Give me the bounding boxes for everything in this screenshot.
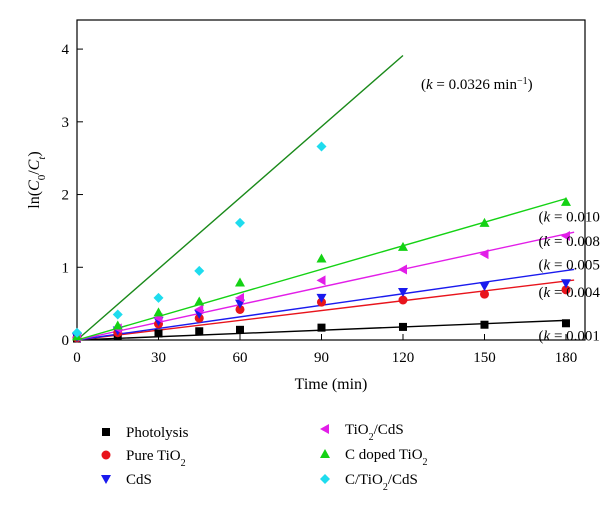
triangle-up-marker bbox=[560, 196, 571, 206]
y-tick-label: 2 bbox=[62, 188, 70, 204]
x-tick-label: 30 bbox=[151, 350, 166, 366]
y-tick-label: 4 bbox=[62, 42, 70, 58]
diamond-marker bbox=[320, 474, 330, 484]
legend-label: C/TiO2/CdS bbox=[345, 472, 418, 493]
rate-label: (k = 0.0081 min−1) bbox=[539, 233, 600, 251]
diamond-marker bbox=[153, 292, 164, 303]
triangle-left-marker bbox=[479, 249, 489, 260]
y-tick-label: 3 bbox=[62, 115, 70, 131]
fit-line bbox=[76, 197, 567, 341]
circle-marker bbox=[398, 295, 408, 305]
rate-label: (k = 0.0015 min−1) bbox=[539, 327, 600, 345]
triangle-left-marker bbox=[234, 292, 244, 303]
diamond-marker bbox=[194, 265, 205, 276]
circle-marker bbox=[561, 285, 571, 295]
triangle-down-marker bbox=[397, 288, 408, 297]
legend-label: Photolysis bbox=[126, 425, 189, 441]
legend-label: TiO2/CdS bbox=[345, 422, 404, 443]
plot-frame bbox=[76, 19, 586, 341]
circle-marker bbox=[235, 304, 245, 314]
triangle-down-marker bbox=[316, 293, 327, 303]
triangle-up-marker bbox=[397, 241, 408, 251]
legend-label: CdS bbox=[126, 472, 152, 488]
diamond-marker bbox=[72, 327, 82, 338]
y-tick-label: 1 bbox=[62, 260, 70, 276]
x-tick-label: 120 bbox=[392, 350, 415, 366]
triangle-up-marker bbox=[320, 449, 330, 458]
x-tick-label: 180 bbox=[555, 350, 578, 366]
triangle-left-marker bbox=[560, 231, 570, 241]
square-marker bbox=[398, 322, 407, 331]
rate-label: (k = 0.0053 min−1) bbox=[539, 256, 600, 274]
triangle-up-marker bbox=[234, 277, 245, 287]
diamond-marker bbox=[234, 217, 245, 228]
triangle-up-marker bbox=[316, 253, 327, 263]
legend: Photolysis Pure TiO2 CdS TiO2/CdS C doped Ti… bbox=[101, 422, 428, 493]
rate-label: (k = 0.0045 min−1) bbox=[539, 284, 600, 302]
axes: 0 30 60 90 120 150 180 0 1 2 3 4 Time (min) ln(C0/Ct) bbox=[26, 42, 577, 393]
circle-marker bbox=[479, 289, 489, 299]
circle-marker bbox=[101, 450, 111, 460]
legend-label: Pure TiO2 bbox=[126, 448, 186, 469]
rate-labels: (k = 0.0015 min−1) (k = 0.0045 min−1) (k =… bbox=[421, 75, 600, 344]
fit-lines bbox=[76, 54, 575, 341]
triangle-left-marker bbox=[320, 424, 329, 434]
triangle-left-marker bbox=[397, 264, 407, 275]
triangle-up-marker bbox=[194, 296, 205, 306]
triangle-up-marker bbox=[479, 217, 490, 227]
square-marker bbox=[317, 323, 326, 332]
x-tick-label: 0 bbox=[73, 350, 81, 366]
rate-label: (k = 0.0326 min−1) bbox=[421, 75, 533, 93]
square-marker bbox=[154, 329, 163, 338]
diamond-marker bbox=[112, 309, 123, 320]
triangle-left-marker bbox=[194, 304, 204, 315]
x-tick-label: 150 bbox=[473, 350, 496, 366]
fit-line bbox=[76, 54, 404, 341]
triangle-up-marker bbox=[112, 320, 123, 330]
triangle-down-marker bbox=[101, 475, 111, 484]
x-tick-label: 90 bbox=[314, 350, 329, 366]
square-marker bbox=[480, 320, 489, 329]
y-tick-label: 0 bbox=[62, 333, 70, 349]
plot-area bbox=[76, 19, 586, 341]
triangle-left-marker bbox=[316, 275, 326, 286]
legend-label: C doped TiO2 bbox=[345, 447, 428, 468]
x-axis-label: Time (min) bbox=[295, 376, 368, 393]
triangle-down-marker bbox=[560, 279, 571, 289]
fit-line bbox=[76, 231, 575, 341]
fit-line bbox=[76, 279, 575, 341]
triangle-down-marker bbox=[479, 282, 490, 292]
triangle-up-marker bbox=[153, 307, 164, 317]
square-marker bbox=[561, 319, 570, 328]
y-axis-label: ln(C0/Ct) bbox=[26, 151, 48, 208]
x-tick-label: 60 bbox=[232, 350, 247, 366]
diamond-marker bbox=[316, 141, 327, 152]
square-marker bbox=[235, 325, 244, 334]
rate-label: (k = 0.0108 min−1) bbox=[539, 208, 600, 226]
square-marker bbox=[195, 327, 204, 336]
square-marker bbox=[102, 428, 110, 436]
data-points bbox=[72, 141, 571, 343]
